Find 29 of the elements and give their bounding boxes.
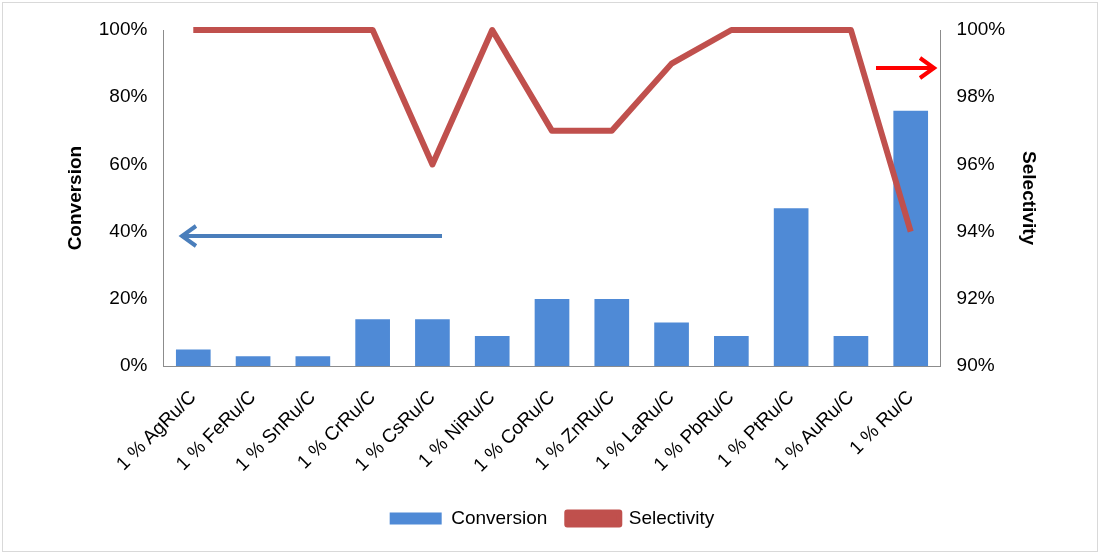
y2-tick-label: 92% [956,287,995,309]
bar [355,319,390,367]
y-tick-label: 80% [109,85,148,107]
y2-tick-label: 94% [956,219,995,241]
y-tick-label: 0% [119,354,148,376]
y-axis-title: Conversion [63,145,85,251]
y-tick-label: 20% [109,287,148,309]
legend-label: Selectivity [628,506,715,528]
y-tick-label: 40% [109,219,148,241]
y2-tick-label: 98% [956,85,995,107]
bar [833,335,869,367]
y-tick-label: 60% [109,152,148,174]
bar [654,322,689,367]
y2-axis-title: Selectivity [1019,151,1041,246]
y-tick-label: 100% [98,18,148,40]
bar [235,356,271,367]
bar [534,298,570,367]
y2-tick-label: 90% [956,354,995,376]
bar [474,335,510,367]
bar [175,349,211,367]
bar [594,298,630,367]
bar [773,208,809,367]
y2-tick-label: 100% [956,18,1006,40]
legend-label: Conversion [451,506,548,528]
bar [893,110,929,367]
bar [415,319,450,367]
y2-tick-label: 96% [956,152,995,174]
bar [295,356,331,367]
bar [714,335,749,367]
